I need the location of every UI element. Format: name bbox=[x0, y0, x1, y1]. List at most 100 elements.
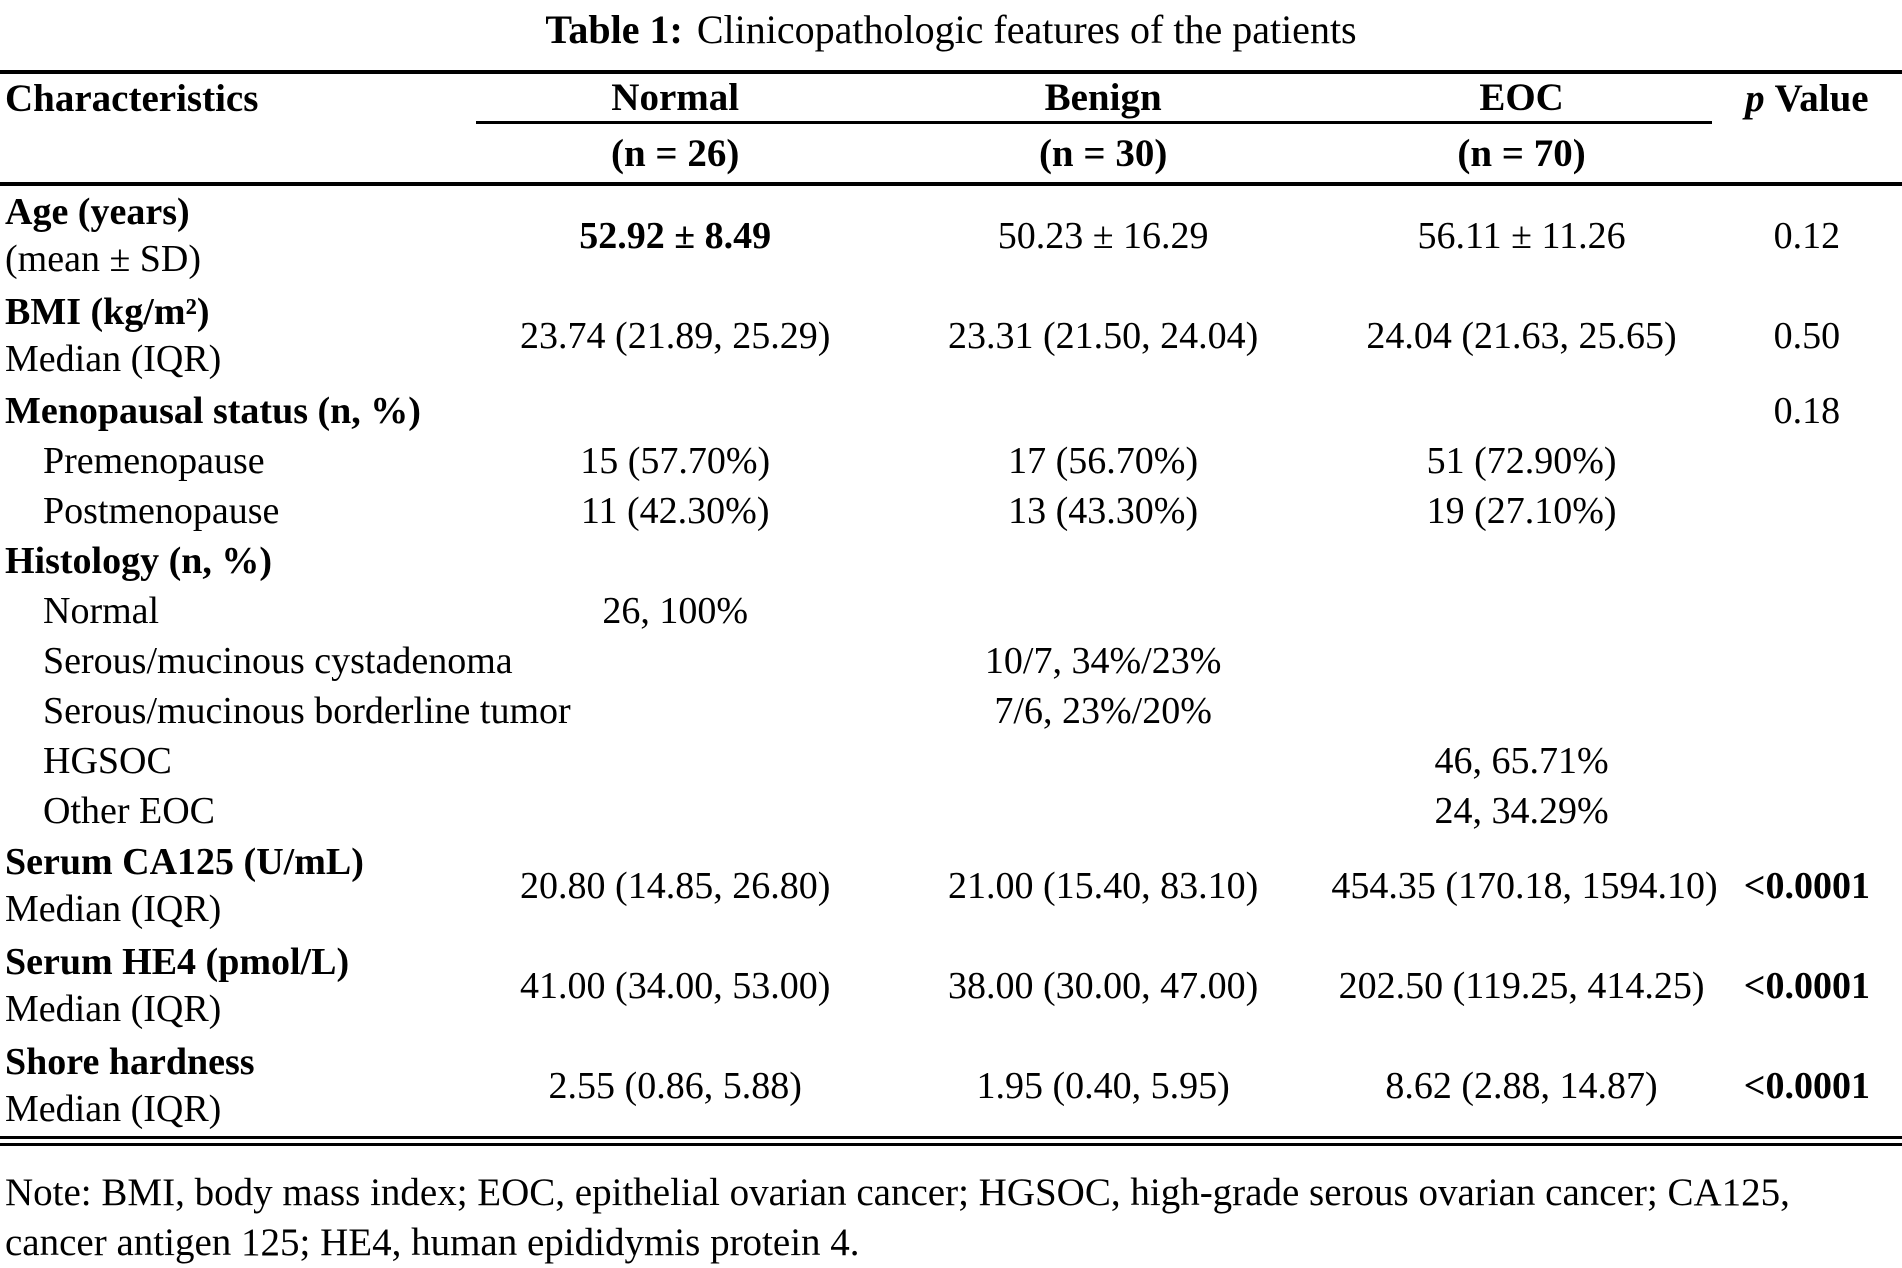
p-value-cell bbox=[1712, 536, 1902, 586]
row-sublabel: Median (IQR) bbox=[5, 1088, 222, 1130]
table-caption: Table 1: Clinicopathologic features of th… bbox=[0, 4, 1902, 56]
value-cell-benign: 10/7, 34%/23% bbox=[984, 640, 1222, 682]
header-characteristics: Characteristics bbox=[0, 70, 476, 123]
row-premenopause: Premenopause 15 (57.70%) 17 (56.70%) 51 … bbox=[0, 436, 1902, 486]
row-age: Age (years) (mean ± SD) 52.92 ± 8.49 50.… bbox=[0, 184, 1902, 286]
table-caption-number: Table 1: bbox=[545, 7, 683, 52]
label-cell: Serous/mucinous cystadenoma bbox=[0, 636, 513, 686]
value-cell-eoc bbox=[1331, 586, 1711, 636]
row-label: Postmenopause bbox=[43, 490, 280, 532]
value-cell-benign bbox=[875, 736, 1331, 786]
value-cell-eoc bbox=[1331, 636, 1711, 686]
value-cell-eoc: 51 (72.90%) bbox=[1426, 440, 1617, 482]
label-cell: Serous/mucinous borderline tumor bbox=[0, 686, 571, 736]
row-label: Premenopause bbox=[43, 440, 265, 482]
p-value-cell bbox=[1712, 636, 1902, 686]
p-value-cell bbox=[1712, 786, 1902, 836]
row-hgsoc: HGSOC 46, 65.71% bbox=[0, 736, 1902, 786]
value-cell-benign bbox=[875, 536, 1331, 586]
p-value-cell: 0.50 bbox=[1773, 315, 1841, 357]
value-cell-normal: 15 (57.70%) bbox=[580, 440, 771, 482]
value-cell-eoc bbox=[1331, 686, 1711, 736]
label-cell: Other EOC bbox=[0, 786, 476, 836]
value-cell-eoc bbox=[1331, 386, 1711, 436]
value-cell-normal: 2.55 (0.86, 5.88) bbox=[475, 1036, 875, 1146]
value-cell-benign: 1.95 (0.40, 5.95) bbox=[874, 1036, 1332, 1146]
value-cell-normal: 11 (42.30%) bbox=[580, 490, 770, 532]
label-cell: Histology (n, %) bbox=[0, 536, 476, 586]
label-cell: Normal bbox=[0, 586, 476, 636]
header-n-eoc: (n = 70) bbox=[1331, 122, 1712, 186]
p-value-cell bbox=[1712, 686, 1902, 736]
value-cell-benign: 13 (43.30%) bbox=[1008, 490, 1199, 532]
p-value-cell bbox=[1712, 436, 1902, 486]
row-label: Serum CA125 (U/mL) bbox=[5, 841, 364, 883]
header-row-groups: Characteristics Normal Benign EOC p Value bbox=[0, 70, 1902, 124]
value-cell-benign: 50.23 ± 16.29 bbox=[997, 215, 1209, 257]
row-label: Shore hardness bbox=[5, 1041, 255, 1083]
label-cell: Serum HE4 (pmol/L) Median (IQR) bbox=[0, 936, 476, 1036]
value-cell-benign bbox=[875, 586, 1331, 636]
row-sublabel: Median (IQR) bbox=[5, 338, 222, 380]
header-n-benign: (n = 30) bbox=[874, 122, 1332, 186]
value-cell-normal: 23.74 (21.89, 25.29) bbox=[520, 315, 831, 357]
p-value-cell bbox=[1712, 736, 1902, 786]
value-cell-benign bbox=[875, 386, 1331, 436]
value-cell-eoc: 24.04 (21.63, 25.65) bbox=[1366, 315, 1677, 357]
row-sublabel: Median (IQR) bbox=[5, 888, 222, 930]
clinicopathologic-table: Characteristics Normal Benign EOC p Value… bbox=[0, 70, 1902, 1146]
header-p-italic: p bbox=[1745, 76, 1765, 120]
row-label: Serum HE4 (pmol/L) bbox=[5, 941, 350, 983]
header-empty-left bbox=[0, 122, 476, 186]
value-cell-benign: 38.00 (30.00, 47.00) bbox=[947, 965, 1259, 1007]
row-postmenopause: Postmenopause 11 (42.30%) 13 (43.30%) 19… bbox=[0, 486, 1902, 536]
table-note: Note: BMI, body mass index; EOC, epithel… bbox=[5, 1171, 1790, 1264]
header-benign: Benign bbox=[874, 70, 1332, 124]
value-cell-eoc: 454.35 (170.18, 1594.10) bbox=[1331, 865, 1718, 907]
value-cell-normal bbox=[476, 636, 875, 686]
value-cell-eoc: 24, 34.29% bbox=[1434, 790, 1609, 832]
header-n-normal: (n = 26) bbox=[475, 122, 875, 186]
value-cell-eoc: 19 (27.10%) bbox=[1426, 490, 1617, 532]
p-value-cell: <0.0001 bbox=[1743, 865, 1870, 907]
p-value-cell: <0.0001 bbox=[1743, 965, 1870, 1007]
header-eoc: EOC bbox=[1331, 70, 1712, 124]
row-label: Other EOC bbox=[43, 790, 216, 832]
value-cell-benign bbox=[875, 786, 1331, 836]
row-label: HGSOC bbox=[43, 740, 172, 782]
p-value-cell bbox=[1712, 586, 1902, 636]
row-sublabel: (mean ± SD) bbox=[5, 238, 202, 280]
value-cell-eoc: 8.62 (2.88, 14.87) bbox=[1331, 1036, 1712, 1146]
value-cell-normal bbox=[476, 736, 875, 786]
value-cell-normal: 41.00 (34.00, 53.00) bbox=[520, 965, 831, 1007]
row-sublabel: Median (IQR) bbox=[5, 988, 222, 1030]
header-row-n: (n = 26) (n = 30) (n = 70) bbox=[0, 122, 1902, 186]
row-label: Serous/mucinous cystadenoma bbox=[43, 640, 513, 682]
row-label: BMI (kg/m²) bbox=[5, 291, 210, 333]
row-menopausal-status: Menopausal status (n, %) 0.18 bbox=[0, 386, 1902, 436]
row-other-eoc: Other EOC 24, 34.29% bbox=[0, 786, 1902, 836]
header-p-value: p Value bbox=[1711, 70, 1902, 123]
label-cell: BMI (kg/m²) Median (IQR) bbox=[0, 286, 476, 386]
value-cell-benign: 17 (56.70%) bbox=[1008, 440, 1199, 482]
value-cell-benign: 7/6, 23%/20% bbox=[994, 690, 1212, 732]
value-cell-normal bbox=[476, 386, 875, 436]
label-cell: Menopausal status (n, %) bbox=[0, 386, 476, 436]
label-cell: Postmenopause bbox=[0, 486, 476, 536]
label-cell: Premenopause bbox=[0, 436, 476, 486]
header-normal: Normal bbox=[475, 70, 875, 124]
value-cell-normal: 20.80 (14.85, 26.80) bbox=[520, 865, 831, 907]
row-bmi: BMI (kg/m²) Median (IQR) 23.74 (21.89, 2… bbox=[0, 286, 1902, 386]
row-label: Age (years) bbox=[5, 191, 190, 233]
p-value-cell bbox=[1712, 486, 1902, 536]
value-cell-eoc bbox=[1331, 536, 1711, 586]
header-empty-right bbox=[1711, 122, 1902, 186]
value-cell-eoc: 56.11 ± 11.26 bbox=[1417, 215, 1626, 257]
value-cell-eoc: 202.50 (119.25, 414.25) bbox=[1338, 965, 1705, 1007]
value-cell-eoc: 46, 65.71% bbox=[1434, 740, 1609, 782]
table-caption-text: Clinicopathologic features of the patien… bbox=[696, 7, 1357, 52]
row-label: Normal bbox=[43, 590, 160, 632]
label-cell: Shore hardness Median (IQR) bbox=[0, 1036, 476, 1146]
row-label: Histology (n, %) bbox=[5, 539, 273, 582]
